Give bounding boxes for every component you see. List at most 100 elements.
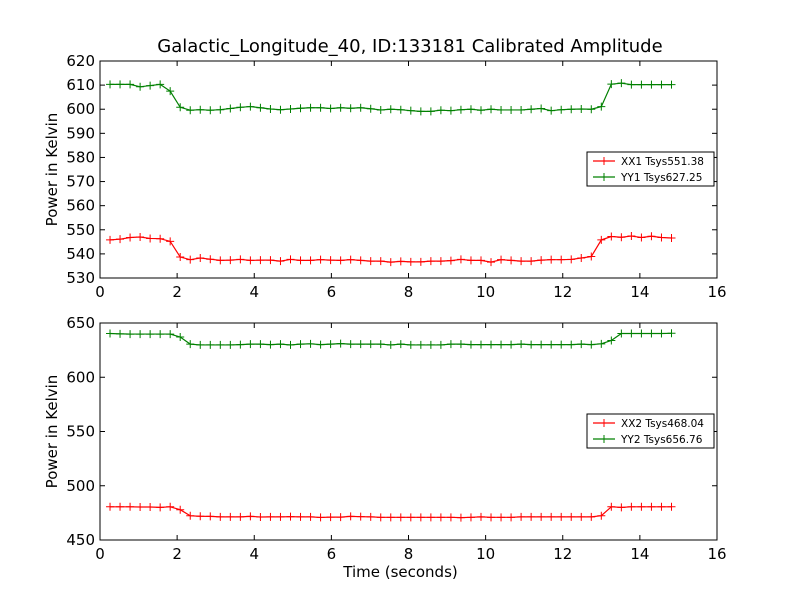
data-point	[557, 340, 566, 349]
legend-box	[586, 413, 715, 449]
data-point	[326, 256, 335, 265]
data-point	[146, 234, 155, 243]
data-point	[376, 340, 385, 349]
subplot-2: 0 2 4 6 8 10 12 14 16 450 500 550 600 650 Power in Kel…	[43, 314, 727, 581]
data-point	[466, 105, 475, 114]
data-point	[186, 340, 195, 349]
data-point	[466, 513, 475, 522]
data-point	[477, 512, 485, 521]
y-tick-label: 560	[66, 197, 95, 215]
data-point	[336, 513, 345, 522]
data-point	[627, 329, 636, 338]
data-point	[587, 512, 596, 521]
data-point	[226, 512, 235, 521]
data-point	[517, 257, 526, 266]
legend-marker	[600, 435, 608, 443]
data-point	[166, 87, 175, 96]
y-tick-label: 530	[66, 269, 95, 287]
data-point	[507, 340, 516, 349]
data-point	[306, 339, 315, 348]
data-point	[166, 330, 175, 339]
data-point	[426, 513, 435, 522]
legend-marker	[600, 419, 608, 427]
data-point	[617, 79, 626, 88]
data-point	[587, 340, 596, 349]
data-point	[547, 106, 556, 115]
y-tick-label: 550	[66, 221, 95, 239]
data-point	[346, 104, 355, 113]
legend: XX1 Tsys551.38 YY1 Tsys627.25	[586, 151, 715, 187]
data-point	[667, 502, 676, 511]
data-point	[597, 511, 606, 520]
data-point	[667, 233, 676, 242]
x-tick-label: 16	[707, 283, 726, 301]
x-tick-label: 6	[327, 545, 337, 563]
data-point	[206, 512, 215, 521]
data-point	[286, 340, 295, 349]
data-point	[166, 502, 175, 511]
data-point	[196, 512, 205, 521]
data-point	[106, 502, 115, 511]
data-point	[216, 256, 225, 265]
legend-box	[586, 151, 715, 187]
data-point	[517, 105, 526, 114]
data-point	[116, 235, 125, 244]
y-tick-label: 550	[66, 423, 95, 441]
data-point	[477, 340, 485, 349]
data-point	[477, 256, 485, 265]
data-point	[336, 339, 345, 348]
data-point	[256, 340, 265, 349]
data-point	[537, 256, 546, 265]
data-point	[216, 340, 225, 349]
data-point	[146, 330, 155, 339]
data-point	[587, 252, 596, 261]
data-point	[266, 256, 275, 265]
y-tick-label: 620	[66, 52, 95, 70]
data-point	[356, 256, 365, 265]
chart-title: Galactic_Longitude_40, ID:133181 Calibra…	[157, 36, 662, 57]
series-1	[106, 232, 676, 267]
data-point	[426, 107, 435, 116]
data-point	[647, 329, 656, 338]
data-point	[537, 340, 546, 349]
data-point	[577, 253, 586, 262]
legend-label: XX1 Tsys551.38	[621, 156, 704, 168]
data-point	[206, 255, 215, 264]
data-point	[527, 257, 536, 266]
data-point	[296, 256, 305, 265]
data-point	[106, 235, 115, 244]
data-point	[366, 104, 375, 113]
x-tick-label: 2	[172, 545, 182, 563]
data-point	[436, 340, 445, 349]
y-tick-label: 600	[66, 100, 95, 118]
data-point	[657, 502, 666, 511]
data-point	[406, 257, 415, 266]
x-tick-label: 0	[95, 283, 105, 301]
y-tick-label: 650	[66, 314, 95, 332]
data-point	[176, 505, 185, 514]
y-axis-label: Power in Kelvin	[43, 113, 61, 227]
data-point	[346, 512, 355, 521]
data-point	[607, 80, 616, 89]
data-point	[567, 512, 576, 521]
data-point	[667, 329, 676, 338]
data-point	[366, 512, 375, 521]
data-point	[446, 106, 455, 115]
data-point	[276, 257, 285, 266]
data-point	[477, 106, 485, 115]
data-point	[567, 105, 576, 114]
data-point	[507, 105, 516, 114]
data-point	[126, 330, 135, 339]
y-tick-label: 570	[66, 173, 95, 191]
data-point	[276, 105, 285, 114]
data-point	[617, 503, 626, 512]
x-tick-label: 10	[476, 283, 495, 301]
data-point	[126, 233, 135, 242]
data-point	[396, 340, 405, 349]
plots-container: 0 2 4 6 8 10 12 14 16530540550560570580590600610…	[43, 52, 727, 581]
data-point	[126, 502, 135, 511]
data-point	[186, 106, 195, 115]
data-point	[497, 255, 506, 264]
subplot-1: 0 2 4 6 8 10 12 14 16 530 540 550 560 570 580 590 600 610…	[43, 52, 727, 301]
data-point	[236, 340, 245, 349]
